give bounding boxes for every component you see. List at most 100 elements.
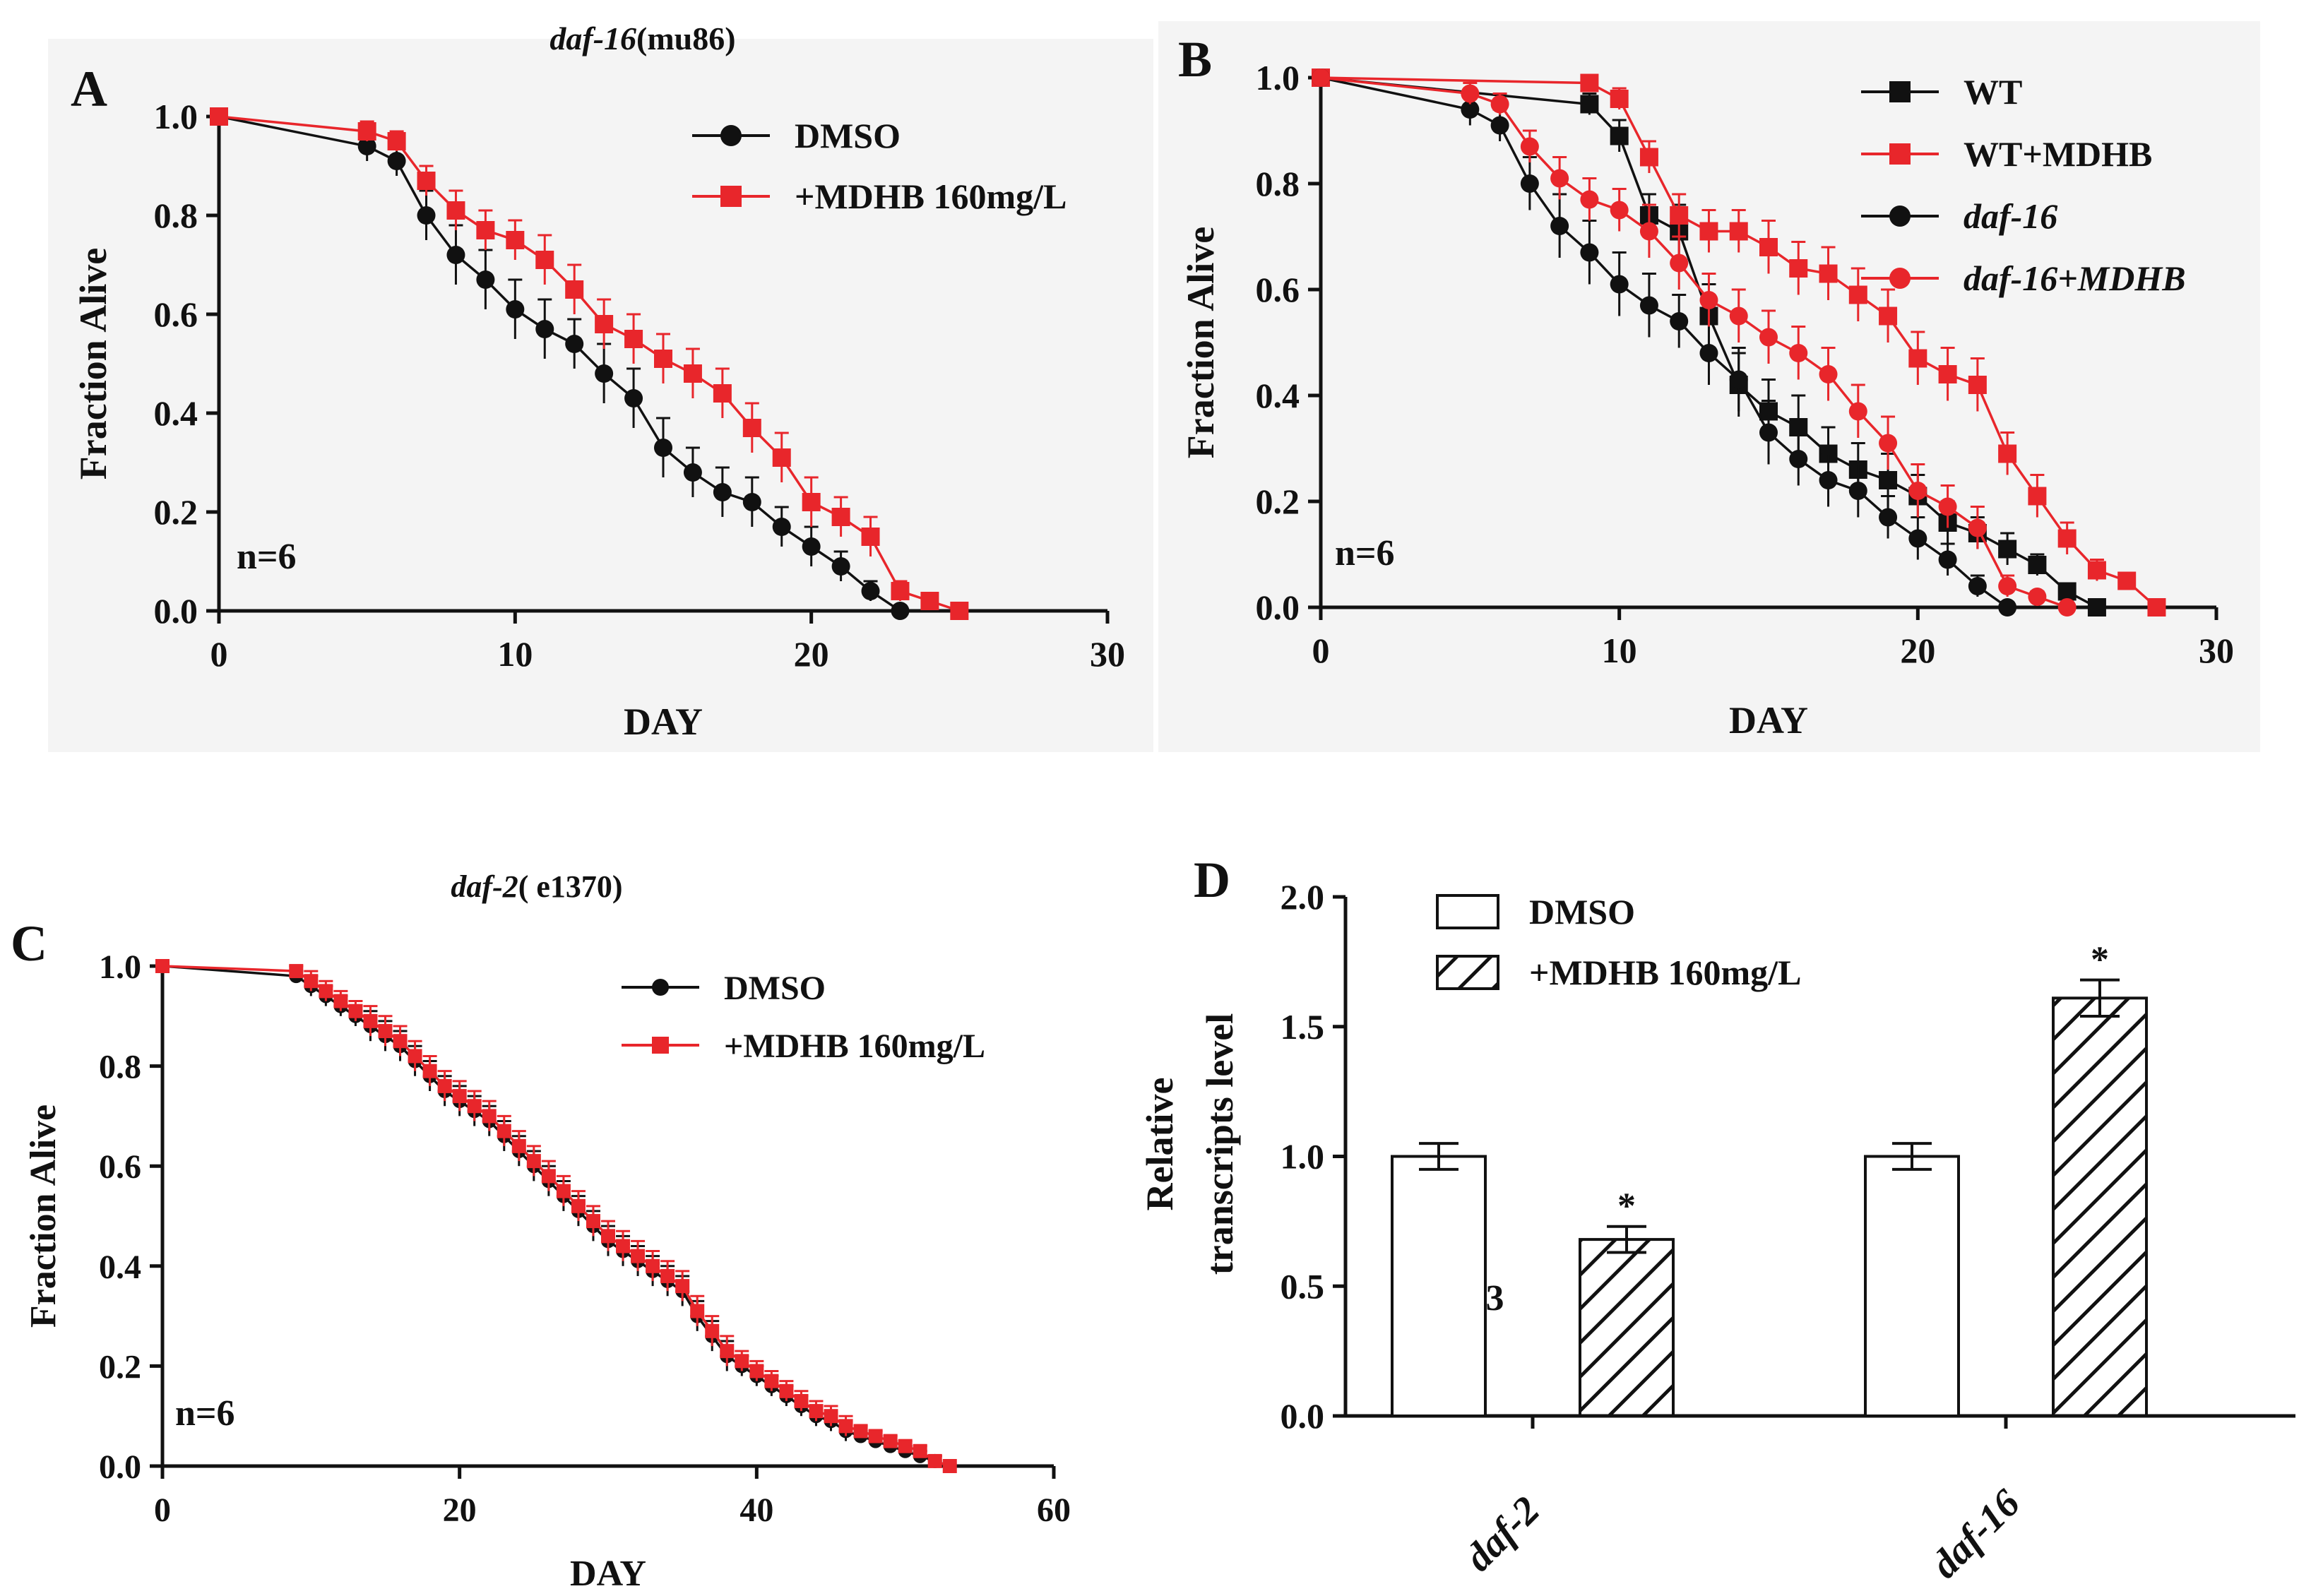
data-point — [535, 251, 554, 269]
data-point — [1819, 365, 1838, 383]
data-point — [565, 335, 584, 353]
data-point — [2028, 588, 2047, 606]
data-point — [1610, 90, 1629, 108]
data-point — [452, 1089, 467, 1104]
bar — [2052, 996, 2148, 1417]
x-axis-label: DAY — [624, 701, 703, 743]
legend-label: WT+MDHB — [1964, 134, 2152, 174]
data-point — [831, 508, 850, 526]
legend-label: daf-16 — [1964, 196, 2057, 236]
x-tick-label: 40 — [739, 1491, 773, 1529]
data-point — [417, 206, 436, 225]
data-point — [1789, 450, 1808, 468]
data-point — [556, 1184, 571, 1198]
data-point — [387, 152, 406, 170]
data-point — [838, 1419, 853, 1434]
data-point — [1848, 482, 1867, 500]
data-point — [772, 448, 791, 467]
x-axis-label: DAY — [1729, 699, 1808, 742]
data-point — [794, 1393, 809, 1408]
panel-b-letter: B — [1178, 31, 1212, 88]
legend-marker — [1889, 268, 1911, 289]
data-point — [1699, 222, 1718, 241]
data-point — [1580, 73, 1599, 93]
data-point — [1461, 84, 1480, 103]
data-point — [541, 1169, 556, 1184]
data-point — [1670, 206, 1689, 225]
data-point — [690, 1304, 705, 1318]
data-point — [950, 602, 969, 620]
legend-marker — [1889, 81, 1911, 102]
data-point — [779, 1383, 794, 1398]
data-point — [506, 300, 525, 318]
y-tick-label: 1.5 — [1281, 1007, 1325, 1047]
data-point — [387, 132, 406, 150]
y-tick-label: 0.2 — [1256, 482, 1300, 521]
data-point — [1968, 518, 1987, 537]
y-tick-label: 1.0 — [99, 948, 141, 986]
x-tick-label: daf-2 — [1456, 1488, 1548, 1580]
x-tick-label: 20 — [794, 634, 829, 674]
data-point — [1908, 349, 1927, 368]
panel-b-series — [1312, 69, 2166, 617]
y-tick-label: 0.0 — [99, 1448, 141, 1486]
data-point — [535, 320, 554, 338]
y-tick-label: 1.0 — [154, 97, 198, 136]
data-point — [1550, 169, 1569, 188]
data-point — [601, 1229, 615, 1244]
legend-marker — [1889, 206, 1911, 227]
data-point — [2057, 529, 2077, 548]
legend-marker — [1889, 143, 1911, 165]
legend-label: DMSO — [1529, 892, 1635, 931]
panel-a-title: daf-16(mu86) — [549, 20, 735, 56]
data-point — [210, 107, 228, 126]
legend-marker — [720, 186, 742, 207]
panel-d-legend: DMSO +MDHB 160mg/L — [1436, 892, 1801, 992]
data-point — [2117, 571, 2137, 590]
data-point — [1998, 577, 2017, 595]
y-tick-label: 0.6 — [1256, 270, 1300, 309]
y-tick-label: 0.6 — [99, 1148, 141, 1186]
y-tick-label: 0.8 — [1256, 164, 1300, 203]
data-point — [1610, 275, 1629, 294]
data-point — [1729, 222, 1748, 241]
data-point — [2087, 561, 2106, 580]
y-axis-label: Fraction Alive — [23, 1104, 64, 1328]
panel-c: C daf-2( e1370) n=6 0.0 0.2 0.4 0.6 0.8 1.0 0 2… — [11, 869, 1071, 1594]
y-tick-label: 0.6 — [154, 294, 198, 334]
data-point — [1819, 471, 1838, 489]
data-point — [1580, 190, 1599, 209]
data-point — [586, 1214, 600, 1229]
x-tick-label: 30 — [2199, 631, 2234, 670]
data-point — [772, 518, 791, 536]
data-point — [1670, 254, 1689, 273]
data-point — [927, 1453, 942, 1468]
y-tick-label: 0.5 — [1281, 1266, 1325, 1306]
panel-b-n-label: n=6 — [1335, 533, 1395, 573]
data-point — [705, 1323, 720, 1338]
data-point — [446, 201, 465, 220]
data-point — [1520, 137, 1539, 156]
y-axis-label-line2: transcripts level — [1199, 1013, 1241, 1275]
data-point — [155, 959, 170, 973]
y-tick-label: 0.8 — [99, 1049, 141, 1086]
data-point — [713, 483, 732, 501]
panel-c-n-label: n=6 — [175, 1393, 235, 1434]
data-point — [898, 1439, 913, 1453]
panel-d-bars: ** — [1391, 940, 2148, 1417]
panel-d: D n=3 0.00.51.01.52.0Relativetranscripts… — [1139, 852, 2295, 1587]
bar — [1864, 1155, 1960, 1417]
data-point — [1908, 529, 1927, 548]
legend-label: +MDHB 160mg/L — [1529, 953, 1801, 992]
bar — [1579, 1238, 1675, 1417]
data-point — [2057, 598, 2077, 617]
data-point — [861, 582, 880, 600]
y-tick-label: 2.0 — [1281, 877, 1325, 917]
data-point — [1789, 259, 1808, 278]
data-point — [654, 439, 672, 457]
legend-marker — [652, 979, 669, 996]
legend-label: daf-16+MDHB — [1964, 258, 2186, 298]
x-tick-label: 0 — [154, 1491, 171, 1529]
data-point — [1759, 328, 1778, 347]
